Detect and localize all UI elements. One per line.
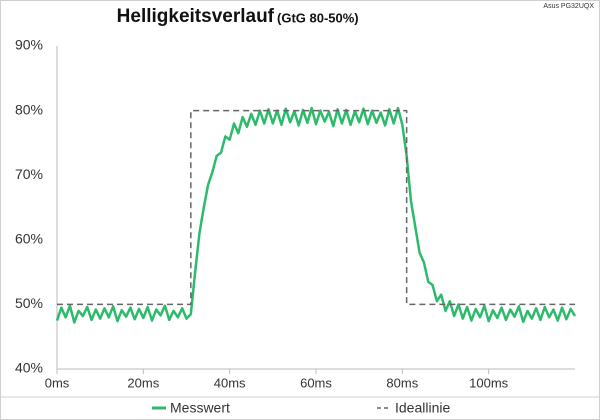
annotation: Asus PG32UQX: [543, 3, 594, 10]
legend-label: Messwert: [170, 400, 230, 416]
series-line: [57, 109, 575, 306]
x-tick-label: 80ms: [386, 375, 418, 390]
x-tick-label: 20ms: [127, 375, 159, 390]
y-tick-label: 70%: [15, 166, 43, 182]
x-tick-label: 60ms: [300, 375, 332, 390]
x-tick-label: 100ms: [469, 375, 509, 390]
x-tick-label: 40ms: [214, 375, 246, 390]
y-tick-label: 80%: [15, 101, 43, 117]
x-tick-label: 0ms: [45, 375, 70, 390]
chart-title: Helligkeitsverlauf: [117, 6, 275, 27]
chart-subtitle: (GtG 80-50%): [277, 10, 359, 25]
y-tick-label: 40%: [15, 360, 43, 376]
series-line: [55, 106, 577, 324]
y-tick-label: 50%: [15, 295, 43, 311]
y-tick-label: 60%: [15, 231, 43, 247]
y-tick-label: 90%: [15, 37, 43, 53]
legend-label: Ideallinie: [395, 400, 450, 416]
